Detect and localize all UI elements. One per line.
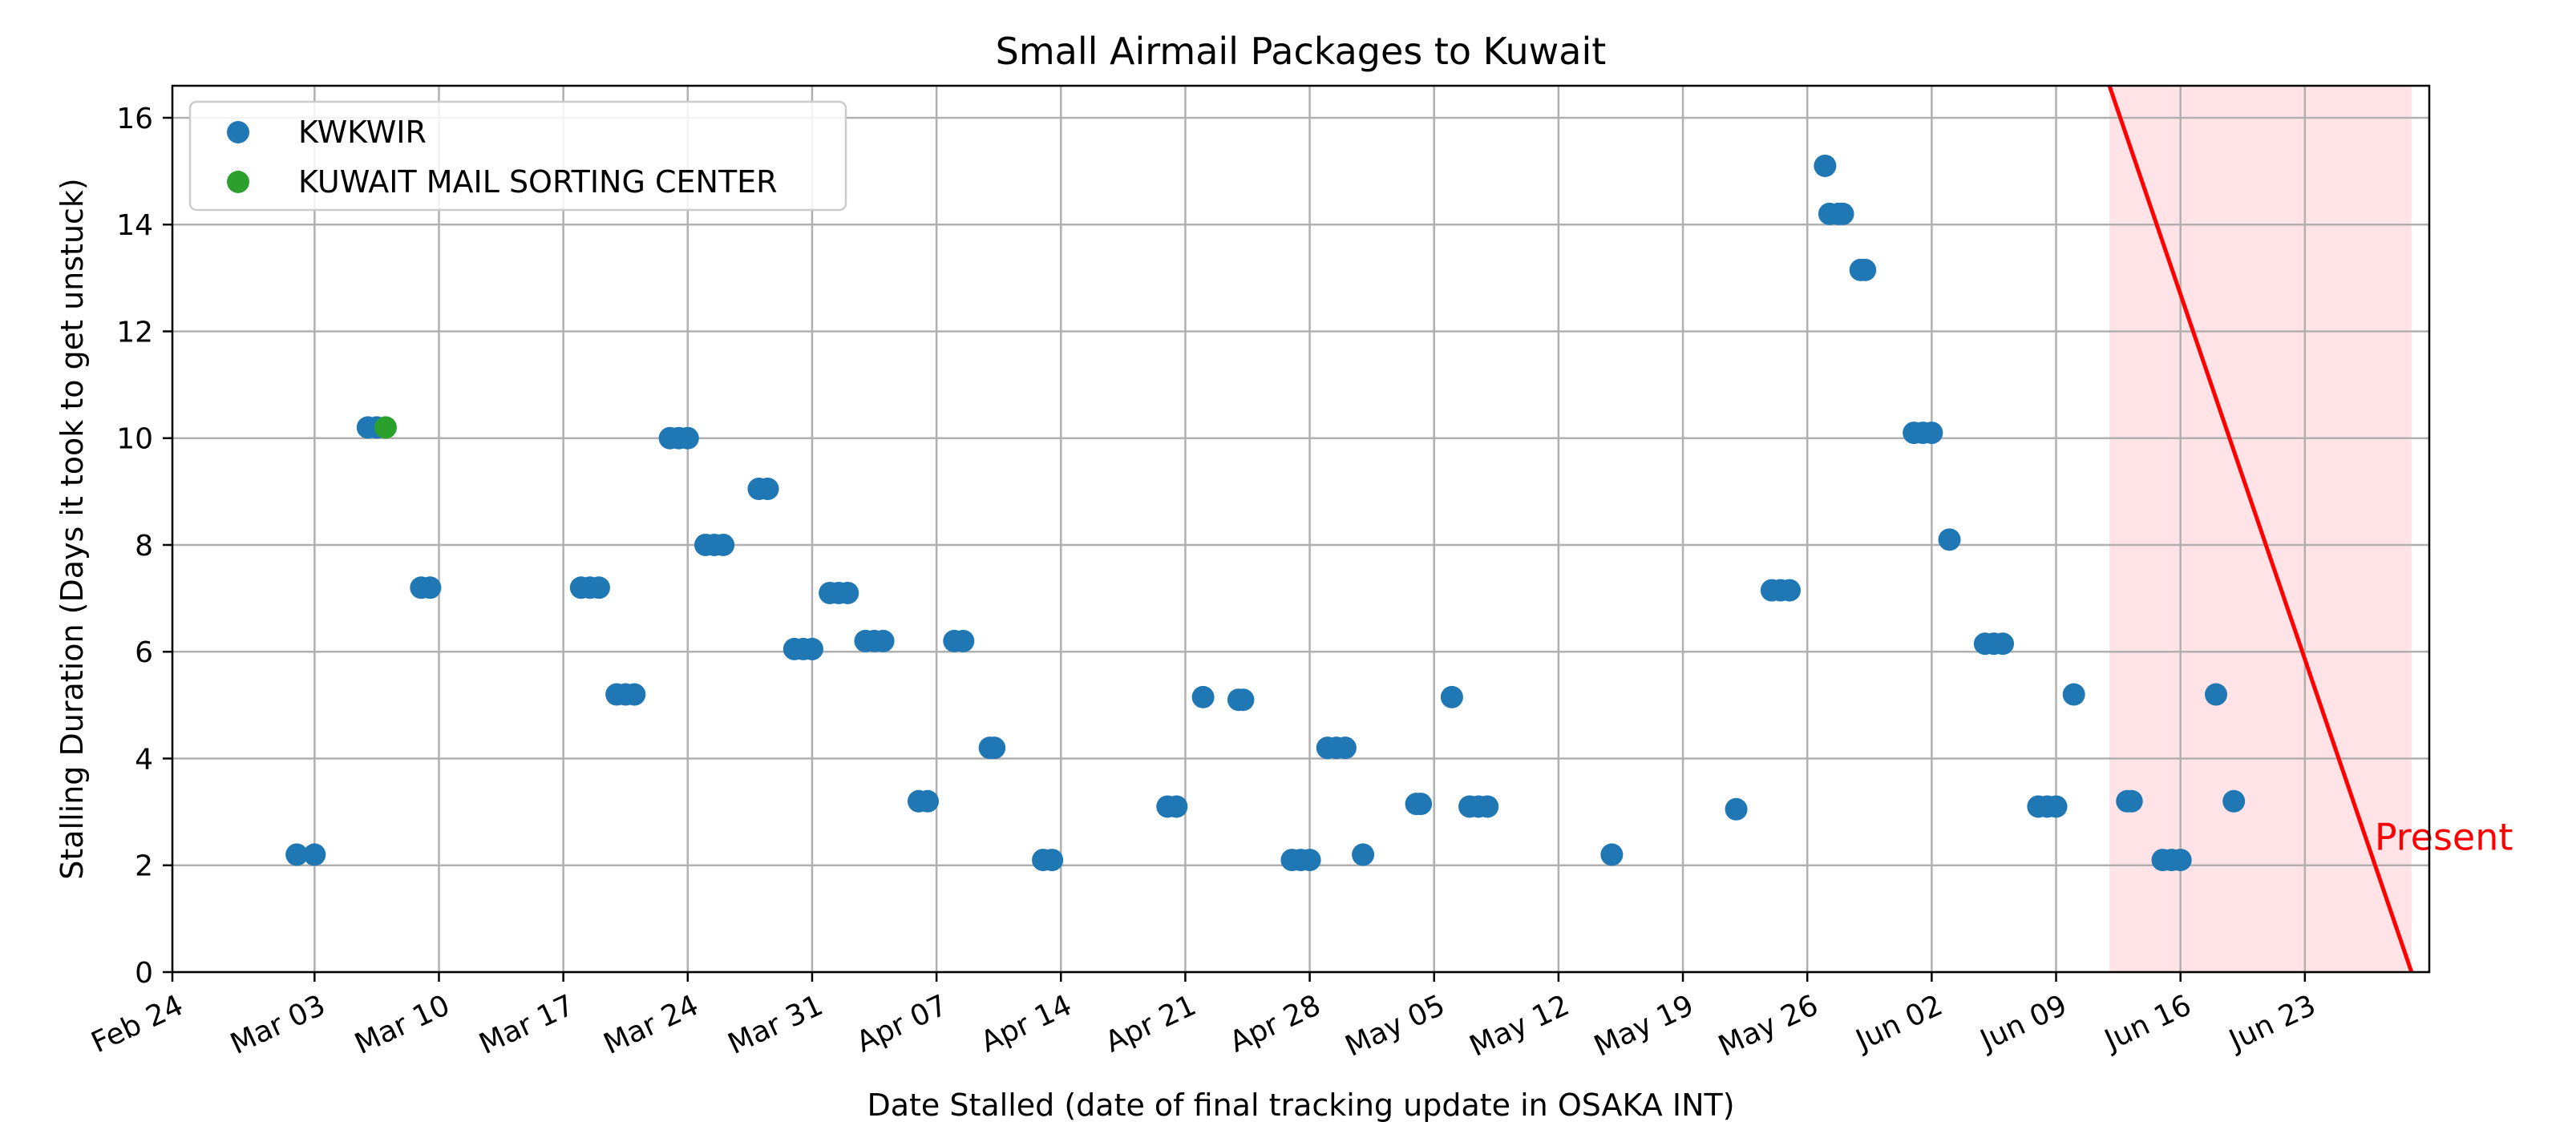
data-point — [1409, 793, 1433, 816]
data-point — [1440, 685, 1463, 708]
legend-box — [188, 100, 847, 212]
y-tick-label: 10 — [116, 423, 153, 456]
y-tick-label: 0 — [135, 957, 153, 990]
data-point — [2222, 789, 2246, 813]
y-tick-label: 8 — [135, 530, 153, 563]
legend-label-kuwait-mail-sorting-center: KUWAIT MAIL SORTING CENTER — [298, 164, 778, 200]
data-point — [871, 629, 895, 652]
y-tick-label: 16 — [116, 103, 153, 135]
chart-title: Small Airmail Packages to Kuwait — [996, 30, 1607, 73]
data-point — [676, 426, 699, 450]
data-point — [303, 843, 326, 866]
y-axis-title: Stalling Duration (Days it took to get u… — [55, 178, 90, 880]
data-point — [1476, 795, 1499, 818]
data-point — [1041, 849, 1064, 872]
y-axis-ticks: 0 2 4 6 8 10 12 14 16 — [116, 103, 172, 990]
data-point — [1938, 528, 1961, 551]
data-point — [2169, 849, 2192, 872]
data-point — [1231, 688, 1255, 712]
data-point — [836, 581, 859, 604]
data-point — [1600, 843, 1624, 866]
y-tick-label: 4 — [135, 743, 153, 776]
data-point — [1191, 685, 1215, 708]
y-tick-label: 14 — [116, 209, 153, 242]
annotation-layer: Present — [2107, 85, 2513, 973]
data-point — [916, 789, 940, 813]
data-point — [1333, 736, 1357, 760]
y-tick-label: 2 — [135, 850, 153, 883]
data-point — [374, 416, 397, 439]
data-point — [1298, 849, 1321, 872]
data-point — [1992, 632, 2015, 656]
data-point — [2044, 795, 2068, 818]
data-point — [2062, 683, 2085, 706]
data-point — [587, 576, 610, 599]
data-point — [419, 576, 442, 599]
present-line — [2107, 85, 2414, 973]
data-point — [1920, 422, 1943, 445]
legend: KWKWIR KUWAIT MAIL SORTING CENTER — [188, 100, 847, 212]
points-layer — [285, 154, 2246, 872]
legend-marker-kuwait-mail-sorting-center — [227, 171, 249, 193]
y-tick-label: 12 — [116, 316, 153, 349]
series-1 — [374, 416, 397, 439]
data-point — [1831, 202, 1854, 225]
data-point — [1352, 843, 1375, 866]
legend-label-kwkwir: KWKWIR — [298, 115, 427, 150]
data-point — [1854, 258, 1877, 281]
data-point — [1165, 795, 1188, 818]
data-point — [983, 736, 1006, 760]
data-point — [1778, 579, 1802, 602]
data-point — [1814, 154, 1837, 177]
data-point — [712, 533, 735, 556]
data-point — [756, 478, 779, 501]
data-point — [285, 843, 309, 866]
data-point — [623, 683, 646, 706]
y-tick-label: 6 — [135, 636, 153, 669]
present-label: Present — [2375, 815, 2513, 858]
legend-marker-kwkwir — [227, 121, 249, 143]
plot-frame — [171, 84, 2431, 974]
data-point — [2120, 789, 2143, 813]
data-point — [1725, 797, 1748, 821]
x-axis-title: Date Stalled (date of final tracking upd… — [867, 1087, 1734, 1123]
data-point — [952, 629, 975, 652]
data-point — [800, 637, 823, 660]
data-point — [2205, 683, 2228, 706]
